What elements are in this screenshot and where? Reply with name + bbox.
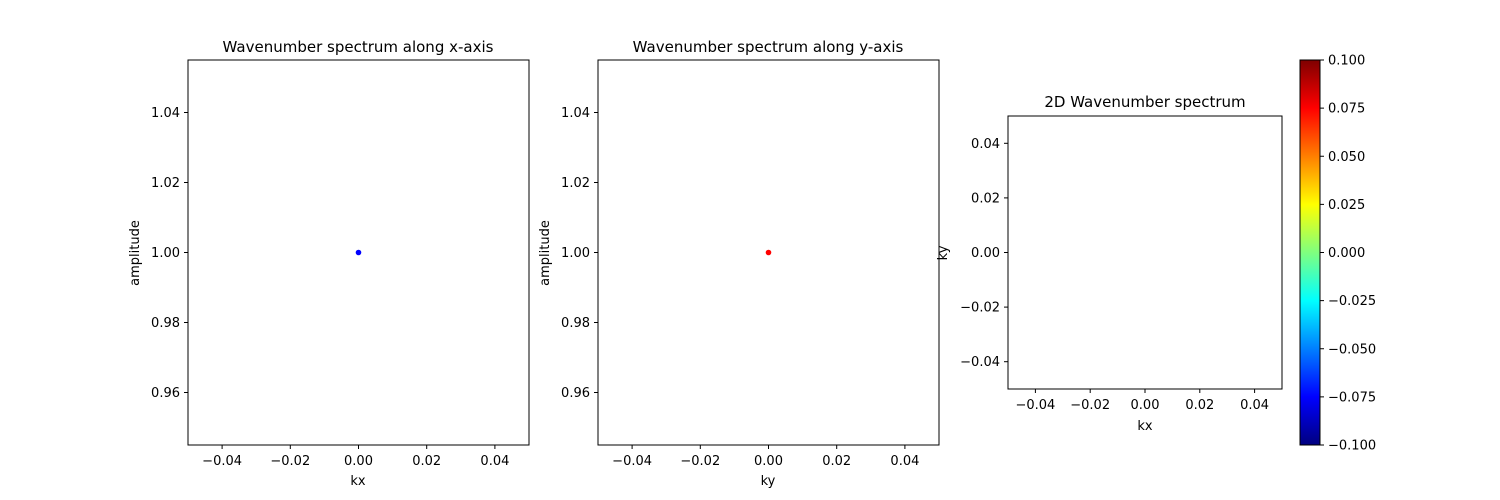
subplot-y-xtick-label: 0.02 [822,454,851,469]
subplot-x-points [355,249,362,256]
subplot-x-yticks: 0.96 0.98 1.00 1.02 1.04 [151,106,188,401]
colorbar-tick-label: 0.100 [1328,54,1365,69]
colorbar-gradient [1299,59,1321,446]
colorbar-tick-label: 0.000 [1328,246,1365,261]
subplot-2d-ylabel: ky [936,245,951,260]
subplot-y-title: Wavenumber spectrum along y-axis [633,38,904,56]
subplot-x-xtick-label: 0.02 [412,454,441,469]
subplot-x-data-point [355,249,362,256]
subplot-2d-xlabel: kx [1137,419,1153,434]
subplot-y-xtick-label: 0.04 [890,454,919,469]
subplot-x-xlabel: kx [350,474,366,489]
subplot-x-xtick-label: −0.04 [202,454,242,469]
subplot-y-spectrum: Wavenumber spectrum along y-axis −0.04 −0… [538,38,940,489]
subplot-y-xlabel: ky [761,474,776,489]
subplot-x-xtick-label: −0.02 [270,454,310,469]
subplot-y-ytick-label: 1.00 [561,246,590,261]
subplot-x-title: Wavenumber spectrum along x-axis [223,38,494,56]
subplot-x-ytick-label: 1.02 [151,176,180,191]
subplot-x-ytick-label: 0.98 [151,316,180,331]
subplot-2d-spectrum: 2D Wavenumber spectrum −0.04 −0.02 0.00 0.0… [936,93,1283,434]
colorbar-tick-label: −0.025 [1328,294,1376,309]
subplot-x-spectrum: Wavenumber spectrum along x-axis −0.04 −0… [128,38,530,489]
subplot-x-ytick-label: 0.96 [151,386,180,401]
subplot-2d-xticks: −0.04 −0.02 0.00 0.02 0.04 [1015,389,1269,413]
colorbar-tick-label: 0.025 [1328,198,1365,213]
subplot-2d-xtick-label: −0.02 [1070,398,1110,413]
subplot-2d-ytick-label: 0.00 [971,246,1000,261]
subplot-y-xtick-label: −0.02 [680,454,720,469]
colorbar-tick-label: 0.050 [1328,150,1365,165]
subplot-y-ytick-label: 0.96 [561,386,590,401]
subplot-x-xtick-label: 0.04 [480,454,509,469]
subplot-y-data-point [765,249,772,256]
subplot-2d-ytick-label: −0.04 [960,355,1000,370]
subplot-x-ylabel: amplitude [128,220,143,286]
colorbar-tick-label: 0.075 [1328,102,1365,117]
subplot-y-ytick-label: 0.98 [561,316,590,331]
subplot-x-ytick-label: 1.04 [151,106,180,121]
subplot-x-xtick-label: 0.00 [344,454,373,469]
subplot-2d-yticks: −0.04 −0.02 0.00 0.02 0.04 [960,137,1008,370]
subplot-2d-xtick-label: 0.04 [1240,398,1269,413]
colorbar: −0.100 −0.075 −0.050 −0.025 0.000 0.025 0.050 0… [1299,54,1376,454]
colorbar-tick-label: −0.050 [1328,342,1376,357]
subplot-y-ylabel: amplitude [538,220,553,286]
subplot-y-yticks: 0.96 0.98 1.00 1.02 1.04 [561,106,598,401]
subplot-y-ytick-label: 1.04 [561,106,590,121]
subplot-y-xticks: −0.04 −0.02 0.00 0.02 0.04 [612,445,919,469]
subplot-2d-xtick-label: −0.04 [1015,398,1055,413]
subplot-y-points [765,249,772,256]
colorbar-tick-label: −0.100 [1328,439,1376,454]
subplot-y-xtick-label: −0.04 [612,454,652,469]
subplot-2d-title: 2D Wavenumber spectrum [1044,93,1245,111]
subplot-2d-axes-frame [1007,115,1283,390]
subplot-2d-ytick-label: −0.02 [960,301,1000,316]
subplot-y-xtick-label: 0.00 [754,454,783,469]
subplot-y-ytick-label: 1.02 [561,176,590,191]
colorbar-tick-label: −0.075 [1328,390,1376,405]
subplot-2d-ytick-label: 0.02 [971,191,1000,206]
subplot-x-xticks: −0.04 −0.02 0.00 0.02 0.04 [202,445,509,469]
subplot-2d-xtick-label: 0.00 [1131,398,1160,413]
subplot-2d-xtick-label: 0.02 [1185,398,1214,413]
colorbar-ticks: −0.100 −0.075 −0.050 −0.025 0.000 0.025 0.050 0… [1320,54,1376,454]
subplot-x-ytick-label: 1.00 [151,246,180,261]
subplot-2d-ytick-label: 0.04 [971,137,1000,152]
